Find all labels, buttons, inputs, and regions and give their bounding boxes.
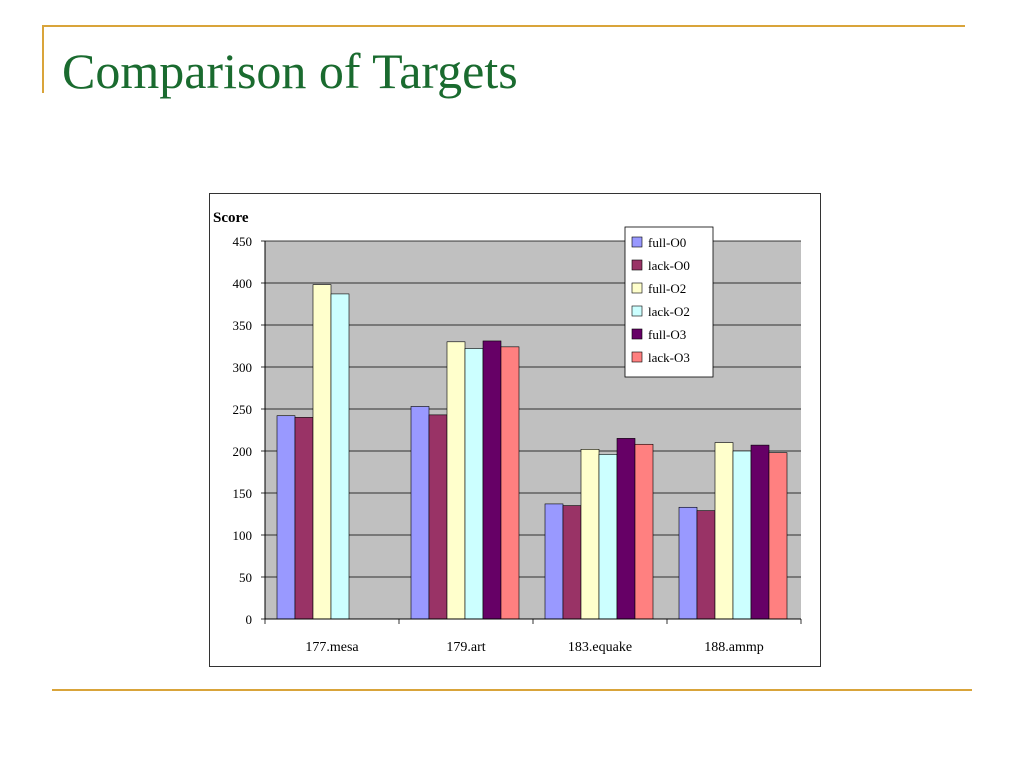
legend-label: full-O3	[648, 327, 686, 342]
legend-label: lack-O0	[648, 258, 690, 273]
legend-label: full-O2	[648, 281, 686, 296]
slide-title: Comparison of Targets	[62, 43, 518, 99]
legend-label: full-O0	[648, 235, 686, 250]
title-top-rule	[42, 25, 965, 27]
y-tick-label: 400	[233, 276, 253, 291]
y-axis-title: Score	[213, 210, 249, 226]
legend-swatch	[631, 282, 643, 294]
legend-swatch	[631, 259, 643, 271]
x-tick-label: 177.mesa	[305, 640, 359, 655]
bar	[482, 340, 502, 620]
bar	[562, 505, 582, 620]
bar	[464, 348, 484, 620]
bar	[678, 506, 698, 620]
x-tick-label: 179.art	[446, 640, 485, 655]
y-tick-label: 450	[233, 234, 253, 249]
chart-frame: 0 50 100 150 200 250 300 350 400 450 Score 177.mesa…	[209, 193, 821, 667]
y-tick-label: 300	[233, 360, 253, 375]
bar	[750, 444, 770, 620]
bar	[330, 293, 350, 620]
legend-swatch	[631, 236, 643, 248]
bar	[410, 406, 430, 620]
legend-swatch	[631, 305, 643, 317]
bar	[768, 452, 788, 620]
y-tick-label: 50	[239, 570, 252, 585]
y-tick-label: 250	[233, 402, 253, 417]
bar	[616, 438, 636, 620]
bar-chart: 0 50 100 150 200 250 300 350 400 450 Score 177.mesa…	[213, 210, 802, 655]
legend-swatch	[631, 351, 643, 363]
bar	[634, 443, 654, 620]
y-tick-label: 100	[233, 528, 253, 543]
bar	[500, 346, 520, 620]
title-side-rule	[42, 25, 44, 93]
bar	[428, 414, 448, 620]
bar	[294, 417, 314, 620]
footer-rule	[52, 689, 972, 691]
bar	[276, 415, 296, 620]
y-tick-label: 200	[233, 444, 253, 459]
y-tick-label: 0	[246, 612, 253, 627]
bar	[580, 449, 600, 620]
legend-label: lack-O2	[648, 304, 690, 319]
bar	[446, 341, 466, 620]
legend-label: lack-O3	[648, 350, 690, 365]
x-tick-label: 183.equake	[568, 640, 632, 655]
bar	[544, 503, 564, 620]
x-tick-label: 188.ammp	[704, 640, 764, 655]
bar	[598, 454, 618, 620]
bar	[714, 442, 734, 620]
legend-swatch	[631, 328, 643, 340]
bar	[312, 284, 332, 620]
bar	[696, 510, 716, 620]
y-tick-label: 150	[233, 486, 253, 501]
y-tick-label: 350	[233, 318, 253, 333]
bar	[732, 450, 752, 620]
